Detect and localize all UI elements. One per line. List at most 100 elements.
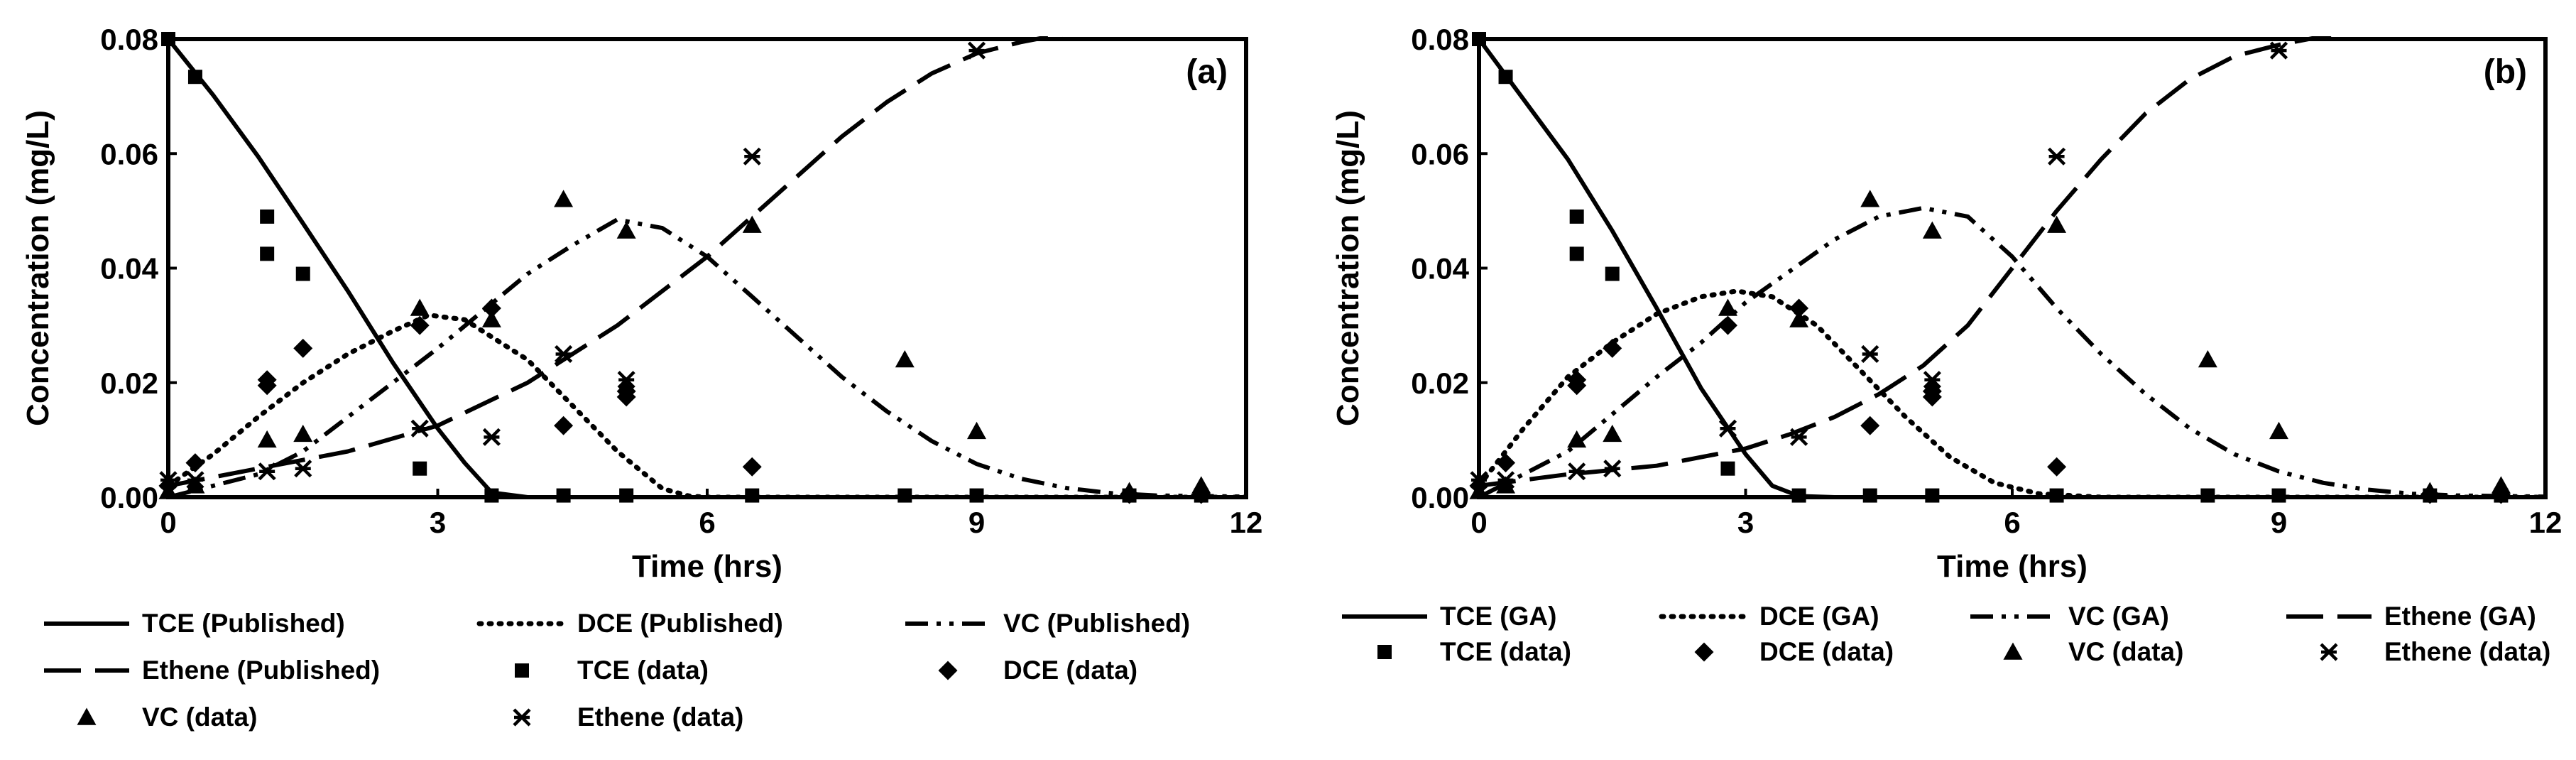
data-point-ethene-data: [410, 419, 429, 438]
y-tick-label: 0.04: [100, 252, 158, 286]
data-point-vc-data: [1469, 482, 1489, 499]
legend-label: VC (data): [2068, 637, 2183, 666]
data-point-vc-data: [895, 350, 915, 368]
data-point-dce-data: [554, 416, 574, 435]
data-point-tce-data: [1862, 488, 1877, 503]
data-point-vc-data: [2491, 476, 2511, 494]
legend-item-tce-published: TCE (Published): [44, 609, 345, 638]
series-line-tce-published: [168, 38, 1246, 497]
data-point-ethene-data: [186, 471, 204, 489]
data-point-tce-data: [1720, 461, 1735, 476]
legend-item-vc-data: VC (data): [77, 702, 257, 732]
x-axis-label: Time (hrs): [1937, 549, 2087, 584]
data-point-dce-data: [742, 457, 762, 477]
x-axis-label: Time (hrs): [632, 549, 782, 584]
data-point-tce-data: [2049, 488, 2064, 503]
x-tick-label: 3: [1737, 506, 1754, 539]
data-point-dce-data: [1496, 453, 1516, 473]
y-tick-label: 0.00: [1411, 481, 1469, 514]
data-point-vc-data: [2420, 482, 2440, 499]
legend-item-ethene-data: Ethene (data): [513, 702, 743, 732]
points-ethene-data: [1470, 41, 2288, 489]
legend-swatch: [1377, 645, 1392, 659]
data-point-vc-data: [2047, 215, 2067, 233]
data-point-tce-data: [745, 488, 760, 503]
data-point-vc-data: [481, 310, 501, 327]
y-axis-label: Concentration (mg/L): [21, 110, 55, 426]
legend-item-ethene-data: Ethene (data): [2320, 637, 2550, 666]
series-line-dce-published: [168, 313, 1246, 497]
data-point-dce-data: [1567, 376, 1587, 396]
legend-swatch: [938, 661, 958, 680]
legend-item-tce-ga: TCE (GA): [1342, 602, 1556, 631]
y-tick-label: 0.04: [1411, 252, 1469, 286]
y-tick-label: 0.08: [1411, 23, 1469, 56]
data-point-ethene-data: [1790, 428, 1808, 446]
x-tick-label: 6: [699, 506, 715, 539]
data-point-tce-data: [1925, 488, 1940, 503]
legend-label: Ethene (data): [2384, 637, 2550, 666]
data-point-vc-data: [554, 190, 574, 207]
x-tick-label: 0: [160, 506, 176, 539]
data-point-tce-data: [619, 488, 634, 503]
data-point-ethene-data: [1718, 419, 1737, 438]
data-point-dce-data: [481, 298, 501, 318]
data-point-ethene-data: [2269, 41, 2288, 60]
data-point-dce-data: [1789, 298, 1809, 318]
data-point-vc-data: [1496, 476, 1516, 494]
legend-label: TCE (Published): [142, 609, 345, 638]
legend-item-dce-data: DCE (data): [1694, 637, 1894, 666]
legend-label: Ethene (data): [577, 702, 743, 732]
data-point-ethene-data: [617, 371, 635, 389]
data-point-tce-data: [161, 32, 175, 46]
data-point-dce-data: [410, 315, 430, 335]
legend-label: DCE (data): [1759, 637, 1894, 666]
y-tick-label: 0.06: [100, 137, 158, 170]
data-point-ethene-data: [1861, 344, 1879, 364]
data-point-ethene-data: [482, 428, 501, 446]
data-point-dce-data: [293, 338, 313, 358]
data-point-dce-data: [1718, 315, 1737, 335]
data-point-tce-data: [295, 266, 310, 281]
data-point-vc-data: [1789, 310, 1809, 327]
legend-item-dce-ga: DCE (GA): [1659, 602, 1879, 631]
data-point-tce-data: [969, 488, 984, 503]
data-point-ethene-data: [743, 147, 761, 165]
data-point-vc-data: [1567, 430, 1587, 448]
data-point-vc-data: [1603, 424, 1622, 443]
data-point-vc-data: [742, 215, 762, 233]
legend-item-ethene-ga: Ethene (GA): [2286, 602, 2536, 631]
y-axis-label: Concentration (mg/L): [1331, 110, 1365, 426]
legend-swatch: [1694, 642, 1714, 662]
legend-swatch: [2003, 642, 2023, 660]
data-point-tce-data: [1605, 266, 1620, 281]
legend-label: VC (GA): [2068, 602, 2169, 631]
panel-label: (a): [1186, 53, 1228, 91]
data-point-tce-data: [897, 488, 912, 503]
data-point-tce-data: [413, 461, 427, 476]
data-point-tce-data: [1569, 246, 1584, 261]
data-point-ethene-data: [967, 41, 986, 60]
data-point-ethene-data: [1923, 371, 1941, 389]
data-point-tce-data: [2271, 488, 2286, 503]
legend-item-vc-data: VC (data): [2003, 637, 2183, 666]
y-tick-label: 0.02: [1411, 367, 1469, 400]
data-point-dce-data: [2047, 457, 2067, 477]
legend-label: VC (Published): [1003, 609, 1190, 638]
data-point-dce-data: [185, 453, 205, 473]
data-point-ethene-data: [1470, 471, 1488, 489]
series-line-vc-published: [168, 217, 1246, 497]
legend-label: TCE (GA): [1440, 602, 1556, 631]
data-point-vc-data: [257, 430, 277, 448]
legend-item-vc-published: VC (Published): [905, 609, 1190, 638]
data-point-vc-data: [185, 476, 205, 494]
data-point-ethene-data: [1568, 462, 1586, 481]
data-point-dce-data: [1860, 416, 1880, 435]
legend-item-ethene-published: Ethene (Published): [44, 656, 380, 685]
points-dce-data: [158, 298, 1211, 504]
points-vc-data: [1469, 190, 2511, 499]
x-tick-label: 12: [2529, 506, 2563, 539]
legend-swatch: [77, 707, 97, 725]
data-point-ethene-data: [2047, 147, 2066, 165]
